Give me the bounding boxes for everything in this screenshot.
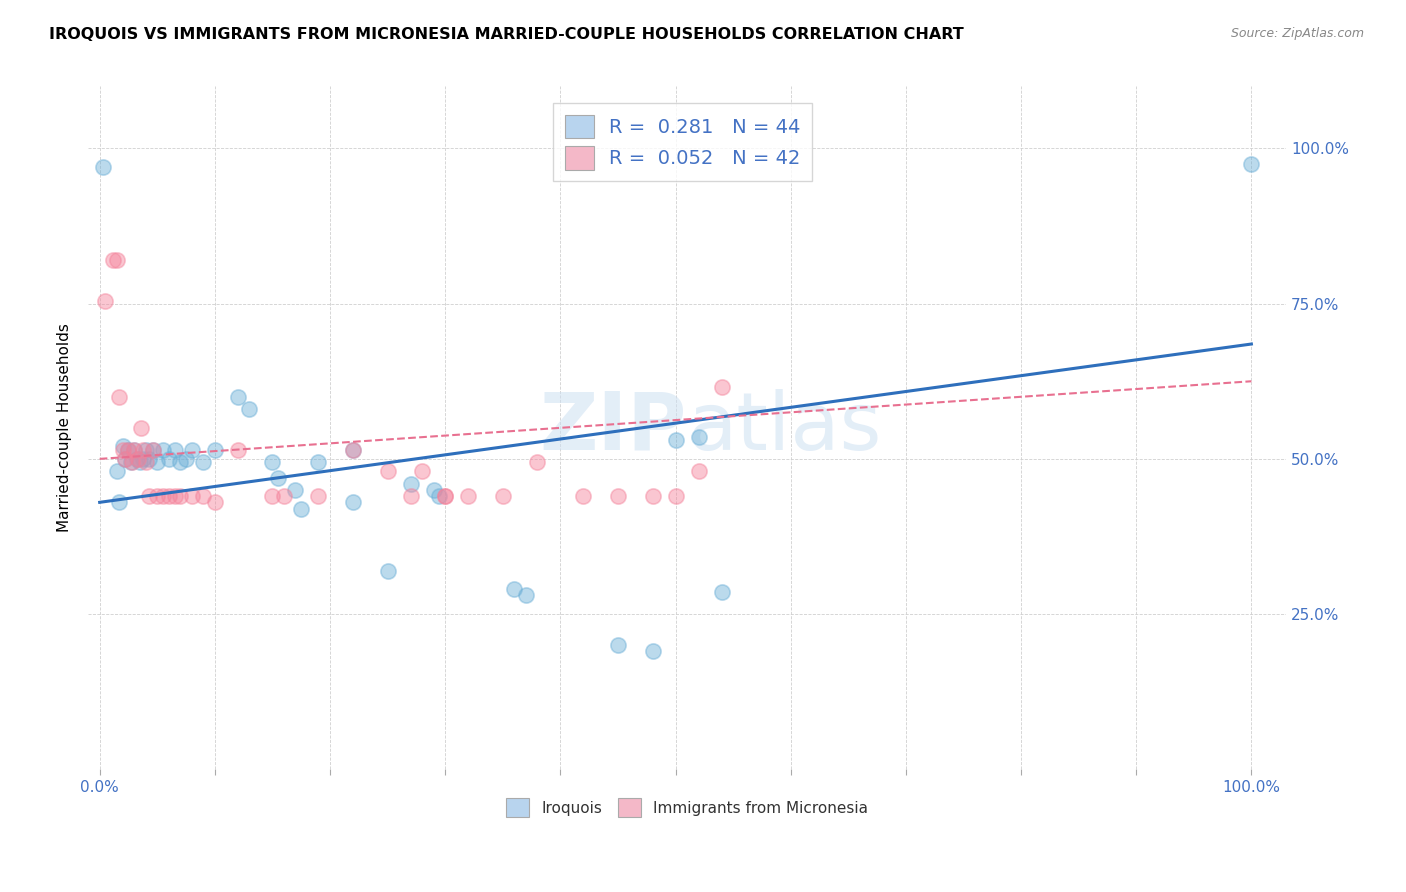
Point	[157, 451, 180, 466]
Point	[114, 451, 136, 466]
Point	[117, 442, 139, 457]
Point	[142, 442, 165, 457]
Point	[710, 380, 733, 394]
Point	[180, 442, 202, 457]
Point	[262, 455, 284, 469]
Point	[114, 451, 136, 466]
Point	[284, 483, 307, 497]
Point	[688, 430, 710, 444]
Point	[641, 489, 664, 503]
Point	[226, 442, 249, 457]
Point	[127, 451, 149, 466]
Point	[174, 451, 197, 466]
Point	[91, 160, 114, 174]
Point	[111, 442, 134, 457]
Point	[180, 489, 202, 503]
Point	[664, 434, 686, 448]
Point	[163, 489, 186, 503]
Point	[105, 253, 128, 268]
Point	[163, 442, 186, 457]
Point	[457, 489, 479, 503]
Point	[429, 489, 451, 503]
Point	[146, 455, 169, 469]
Point	[492, 489, 515, 503]
Point	[120, 455, 142, 469]
Point	[193, 455, 215, 469]
Point	[94, 293, 117, 308]
Point	[308, 455, 330, 469]
Point	[169, 489, 191, 503]
Text: IROQUOIS VS IMMIGRANTS FROM MICRONESIA MARRIED-COUPLE HOUSEHOLDS CORRELATION CHA: IROQUOIS VS IMMIGRANTS FROM MICRONESIA M…	[49, 27, 965, 42]
Text: atlas: atlas	[688, 389, 882, 467]
Point	[262, 489, 284, 503]
Point	[1240, 157, 1263, 171]
Point	[267, 470, 290, 484]
Point	[193, 489, 215, 503]
Point	[204, 495, 226, 509]
Point	[641, 644, 664, 658]
Point	[135, 442, 157, 457]
Point	[121, 455, 143, 469]
Point	[122, 442, 145, 457]
Point	[135, 455, 157, 469]
Point	[434, 489, 457, 503]
Y-axis label: Married-couple Households: Married-couple Households	[58, 324, 72, 533]
Point	[572, 489, 595, 503]
Point	[204, 442, 226, 457]
Point	[111, 440, 134, 454]
Point	[342, 442, 364, 457]
Point	[503, 582, 526, 597]
Point	[515, 589, 537, 603]
Point	[142, 442, 165, 457]
Point	[399, 476, 422, 491]
Point	[238, 402, 260, 417]
Point	[122, 442, 145, 457]
Point	[434, 489, 457, 503]
Point	[411, 464, 433, 478]
Point	[377, 564, 399, 578]
Point	[710, 585, 733, 599]
Point	[125, 451, 148, 466]
Point	[129, 455, 152, 469]
Point	[132, 451, 155, 466]
Point	[138, 451, 160, 466]
Point	[117, 442, 139, 457]
Text: ZIP: ZIP	[540, 389, 688, 467]
Point	[526, 455, 548, 469]
Point	[273, 489, 295, 503]
Text: Source: ZipAtlas.com: Source: ZipAtlas.com	[1230, 27, 1364, 40]
Point	[308, 489, 330, 503]
Point	[607, 638, 630, 652]
Point	[399, 489, 422, 503]
Point	[157, 489, 180, 503]
Point	[290, 501, 312, 516]
Point	[129, 421, 152, 435]
Point	[342, 495, 364, 509]
Point	[132, 442, 155, 457]
Point	[138, 489, 160, 503]
Point	[152, 489, 174, 503]
Point	[377, 464, 399, 478]
Point	[146, 489, 169, 503]
Point	[664, 489, 686, 503]
Point	[422, 483, 444, 497]
Point	[152, 442, 174, 457]
Point	[103, 253, 125, 268]
Point	[105, 464, 128, 478]
Point	[108, 390, 131, 404]
Point	[342, 442, 364, 457]
Point	[169, 455, 191, 469]
Point	[226, 390, 249, 404]
Point	[108, 495, 131, 509]
Point	[688, 464, 710, 478]
Legend: Iroquois, Immigrants from Micronesia: Iroquois, Immigrants from Micronesia	[501, 792, 875, 823]
Point	[607, 489, 630, 503]
